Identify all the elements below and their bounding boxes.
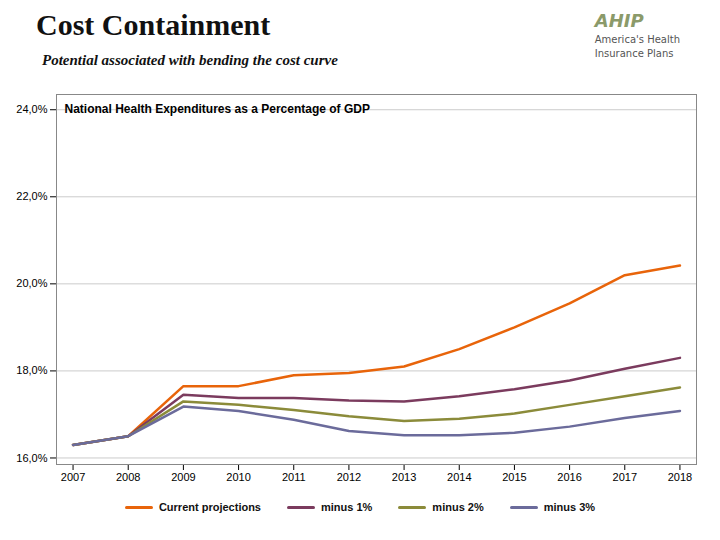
svg-text:2011: 2011 — [282, 471, 306, 483]
svg-text:2013: 2013 — [392, 471, 416, 483]
html-text:Cost Containment: Cost Containment — [36, 8, 271, 41]
svg-text:24,0%: 24,0% — [16, 103, 47, 115]
svg-text:2010: 2010 — [226, 471, 250, 483]
svg-text:20,0%: 20,0% — [16, 277, 47, 289]
svg-text:2016: 2016 — [557, 471, 581, 483]
svg-text:National Health Expenditures a: National Health Expenditures as a Percen… — [65, 102, 370, 116]
svg-text:2012: 2012 — [337, 471, 361, 483]
svg-text:2009: 2009 — [171, 471, 195, 483]
html-text:AHIP: AHIP — [594, 10, 644, 31]
svg-text:2017: 2017 — [613, 471, 637, 483]
svg-text:2007: 2007 — [61, 471, 85, 483]
svg-text:2015: 2015 — [502, 471, 526, 483]
svg-text:22,0%: 22,0% — [16, 190, 47, 202]
svg-text:2018: 2018 — [668, 471, 692, 483]
html-text:minus 1%: minus 1% — [321, 501, 373, 513]
html-text:Current projections: Current projections — [158, 501, 261, 513]
html-text:America's Health Insurance Pla: America's Health Insurance Plans — [594, 34, 680, 59]
svg-text:2014: 2014 — [447, 471, 471, 483]
svg-text:2008: 2008 — [116, 471, 140, 483]
html-text:Potential associated with bend: Potential associated with bending the co… — [42, 52, 338, 68]
html-text:minus 3%: minus 3% — [543, 501, 596, 513]
svg-text:18,0%: 18,0% — [16, 364, 47, 376]
html-text:minus 2%: minus 2% — [432, 501, 484, 513]
svg-text:16,0%: 16,0% — [16, 451, 47, 463]
